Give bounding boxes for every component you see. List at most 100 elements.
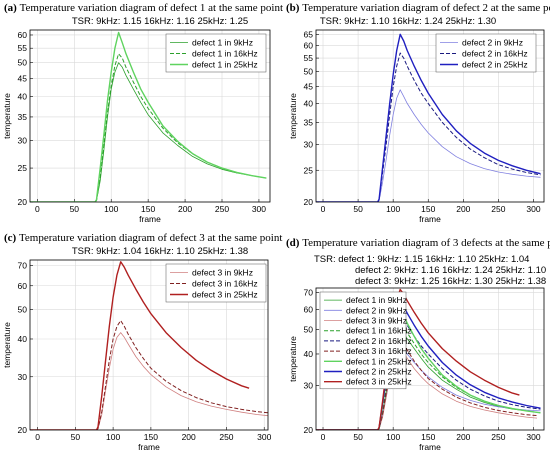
y-tick-label: 20 (18, 425, 28, 435)
series-group (316, 33, 541, 202)
series-line (316, 288, 520, 430)
panel-label: (a) (4, 2, 20, 14)
y-tick-label: 20 (304, 197, 314, 207)
panel-c: (c) Temperature variation diagram of def… (2, 232, 282, 452)
x-tick-label: 200 (456, 204, 470, 214)
y-tick-label: 25 (18, 163, 28, 173)
x-tick-label: 200 (456, 432, 470, 442)
y-tick-label: 40 (304, 349, 314, 359)
x-tick-label: 50 (353, 432, 363, 442)
x-tick-label: 100 (386, 204, 400, 214)
y-tick-label: 30 (304, 139, 314, 149)
series-line (30, 261, 250, 430)
legend-entry: defect 2 in 25kHz (462, 60, 528, 70)
y-tick-label: 35 (304, 117, 314, 127)
x-tick-label: 100 (106, 432, 120, 442)
legend-entry: defect 1 in 16kHz (346, 326, 412, 336)
legend-entry: defect 2 in 25kHz (346, 367, 412, 377)
panel-title-text: Temperature variation diagram of 3 defec… (302, 237, 550, 249)
legend-entry: defect 3 in 9kHz (346, 316, 407, 326)
series-group (316, 288, 541, 430)
x-tick-label: 50 (71, 432, 81, 442)
x-tick-label: 150 (421, 432, 435, 442)
tsr-line: TSR: 9kHz: 1.10 16kHz: 1.24 25kHz: 1.30 (320, 16, 496, 27)
panel-title-text: Temperature variation diagram of defect … (20, 2, 283, 14)
legend-entry: defect 1 in 16kHz (192, 49, 258, 59)
y-tick-label: 30 (304, 381, 314, 391)
plot-frame (315, 287, 545, 431)
panel-title-text: Temperature variation diagram of defect … (302, 2, 550, 14)
panel-label: (c) (4, 232, 19, 244)
series-line (316, 33, 541, 202)
series-line (316, 348, 538, 430)
y-tick-label: 50 (304, 67, 314, 77)
y-tick-label: 60 (18, 30, 28, 40)
x-tick-label: 100 (386, 432, 400, 442)
y-tick-label: 20 (18, 197, 28, 207)
panel-title-text: Temperature variation diagram of defect … (19, 232, 282, 244)
x-tick-label: 150 (144, 432, 158, 442)
legend-entry: defect 3 in 16kHz (346, 346, 412, 356)
x-tick-label: 150 (421, 204, 435, 214)
y-tick-label: 50 (18, 305, 28, 315)
x-axis-label: frame (138, 442, 160, 452)
plot-frame (29, 29, 271, 203)
y-tick-label: 60 (304, 305, 314, 315)
y-axis-label: temperature (2, 322, 12, 368)
tsr-line: TSR: 9kHz: 1.04 16kHz: 1.10 25kHz: 1.38 (72, 246, 248, 257)
panel-a: (a) Temperature variation diagram of def… (2, 2, 283, 224)
x-tick-label: 0 (321, 204, 326, 214)
y-tick-label: 40 (18, 92, 28, 102)
legend-entry: defect 1 in 9kHz (192, 38, 253, 48)
panel-b: (b) Temperature variation diagram of def… (286, 2, 550, 224)
x-tick-label: 200 (182, 432, 196, 442)
x-tick-label: 250 (491, 204, 505, 214)
series-line (316, 52, 541, 202)
y-tick-label: 40 (304, 98, 314, 108)
x-tick-label: 300 (526, 204, 540, 214)
x-tick-label: 0 (35, 432, 40, 442)
legend-entry: defect 1 in 9kHz (346, 295, 407, 305)
y-tick-label: 70 (304, 288, 314, 298)
y-axis-label: temperature (2, 93, 12, 139)
y-tick-label: 25 (304, 165, 314, 175)
x-tick-label: 300 (257, 432, 271, 442)
y-tick-label: 60 (304, 41, 314, 51)
x-tick-label: 250 (215, 204, 229, 214)
y-tick-label: 65 (304, 29, 314, 39)
y-tick-label: 35 (18, 112, 28, 122)
plot-frame (29, 259, 269, 431)
y-tick-label: 20 (304, 425, 314, 435)
panel-title: (a) Temperature variation diagram of def… (4, 2, 283, 14)
panel-label: (d) (286, 237, 302, 249)
tsr-line: TSR: 9kHz: 1.15 16kHz: 1.16 25kHz: 1.25 (72, 16, 248, 27)
plot-frame (315, 29, 545, 203)
legend-entry: defect 1 in 25kHz (346, 356, 412, 366)
x-axis-label: frame (419, 214, 441, 224)
legend-entry: defect 2 in 9kHz (462, 38, 523, 48)
panel-title: (d) Temperature variation diagram of 3 d… (286, 237, 550, 249)
y-tick-label: 60 (18, 281, 28, 291)
panel-d: (d) Temperature variation diagram of 3 d… (286, 237, 550, 452)
panel-label: (b) (286, 2, 302, 14)
y-tick-label: 30 (18, 372, 28, 382)
x-tick-label: 250 (491, 432, 505, 442)
y-axis-label: temperature (288, 93, 298, 139)
x-tick-label: 300 (252, 204, 266, 214)
series-line (316, 89, 541, 202)
y-tick-label: 30 (18, 135, 28, 145)
y-tick-label: 50 (304, 325, 314, 335)
legend-entry: defect 1 in 25kHz (192, 60, 258, 70)
x-tick-label: 50 (353, 204, 363, 214)
x-tick-label: 0 (321, 432, 326, 442)
legend-entry: defect 3 in 25kHz (346, 377, 412, 387)
legend-entry: defect 2 in 16kHz (346, 336, 412, 346)
x-axis-label: frame (419, 442, 441, 452)
x-axis-label: frame (139, 214, 161, 224)
legend-entry: defect 3 in 25kHz (192, 290, 258, 300)
y-tick-label: 45 (304, 82, 314, 92)
